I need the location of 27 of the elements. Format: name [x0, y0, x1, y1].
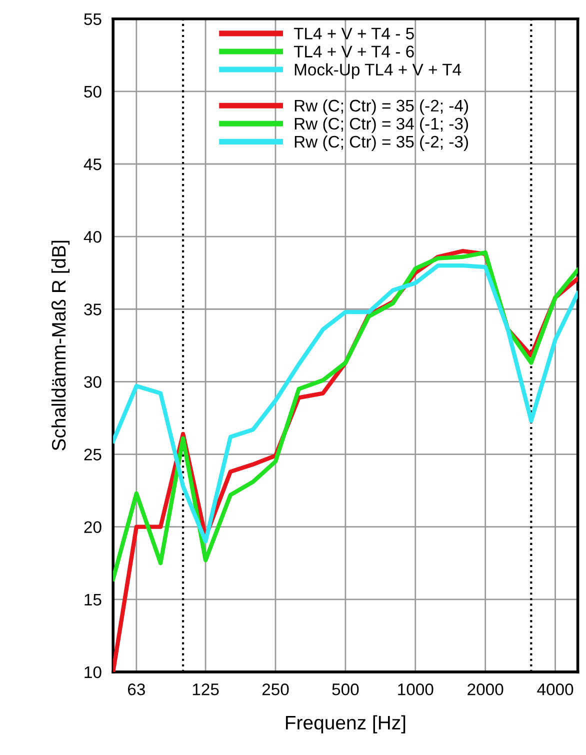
annotation: Rw (C; Ctr) = 35 (-2; -3): [294, 135, 468, 151]
y-tick-label: 25: [84, 448, 102, 460]
x-tick-label: 125: [192, 684, 219, 696]
y-tick-label: 10: [84, 666, 102, 678]
y-tick-label: 30: [84, 376, 102, 388]
x-axis-title: Frequenz [Hz]: [286, 715, 406, 734]
x-tick-label: 4000: [537, 684, 574, 696]
x-tick-label: 1000: [398, 684, 434, 696]
legend-label: TL4 + V + T4 - 6: [294, 46, 414, 58]
y-tick-label: 35: [84, 304, 102, 316]
x-tick-label: 63: [128, 684, 145, 696]
x-tick-label: 250: [262, 684, 289, 696]
y-tick-label: 20: [84, 521, 102, 534]
x-tick-label: 2000: [468, 684, 504, 696]
y-tick-label: 45: [84, 158, 102, 170]
line-series: [113, 250, 578, 582]
annotation: Rw (C; Ctr) = 34 (-1; -3): [294, 117, 468, 133]
y-tick-label: 55: [84, 13, 102, 26]
y-axis-title: Schalldämm-Maß R [dB]: [51, 240, 70, 450]
legend-label: Mock-Up TL4 + V + T4: [294, 63, 462, 79]
legend-label: TL4 + V + T4 - 5: [294, 28, 414, 40]
line-series: [113, 264, 578, 544]
x-tick-label: 500: [332, 684, 359, 696]
annotation: Rw (C; Ctr) = 35 (-2; -4): [294, 99, 468, 115]
y-tick-label: 15: [84, 594, 102, 606]
y-tick-label: 40: [84, 230, 102, 243]
y-tick-label: 50: [84, 86, 102, 98]
